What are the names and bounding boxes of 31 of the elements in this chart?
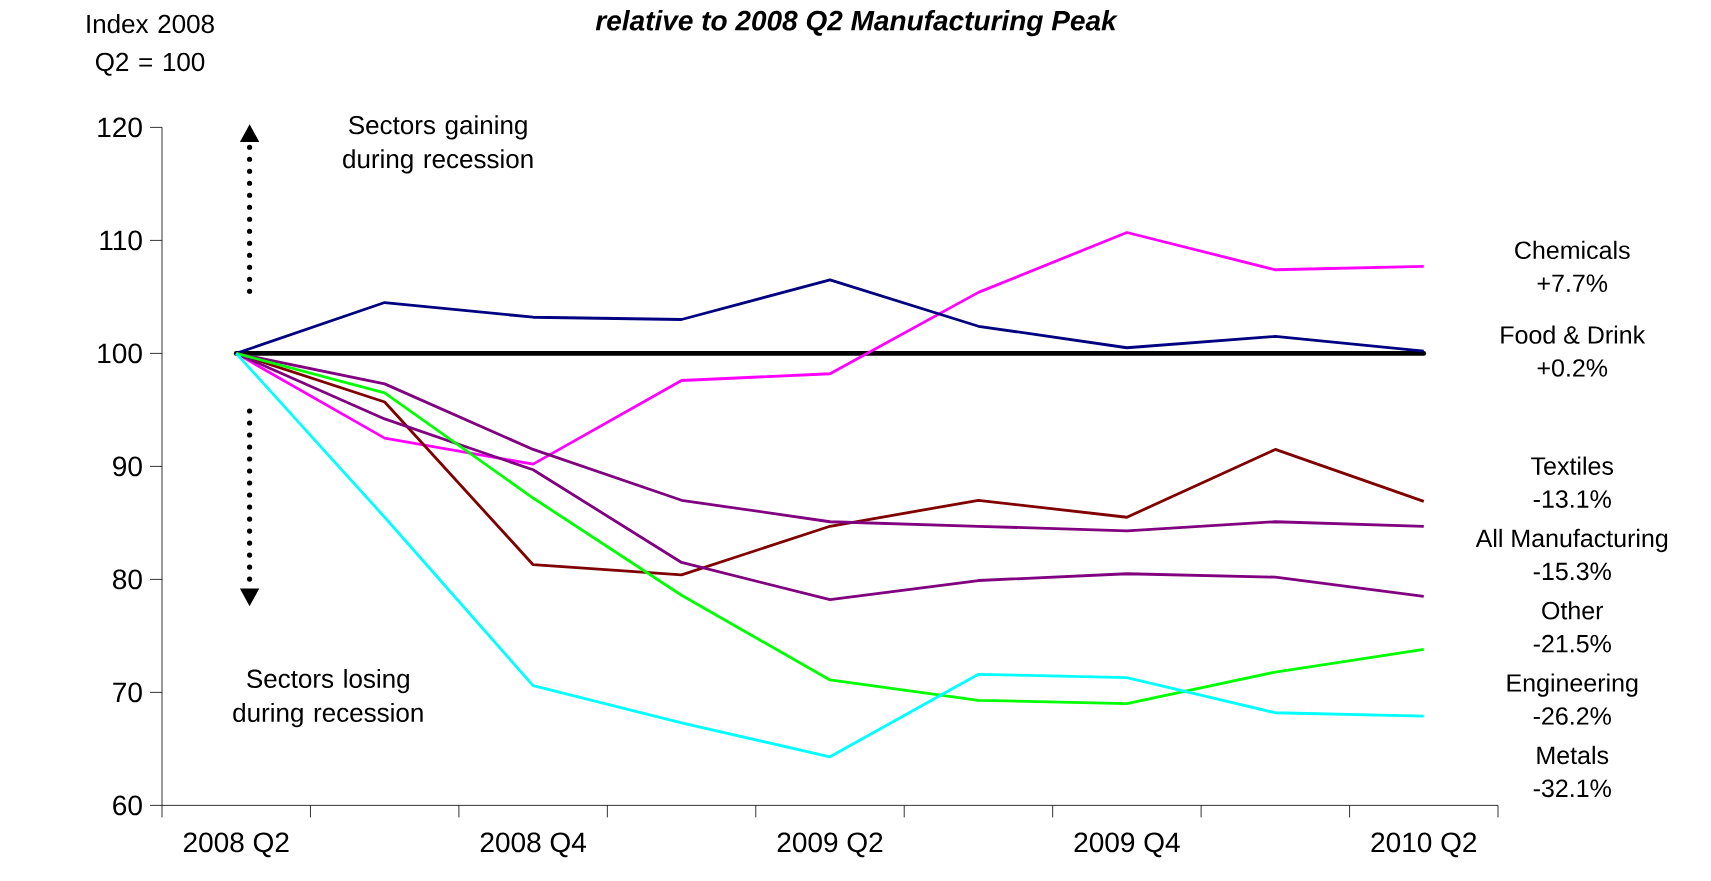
x-tick-label: 2008 Q2 [183, 832, 289, 858]
text: -15.3% [1533, 562, 1611, 581]
text: -21.5% [1533, 634, 1611, 653]
y-tick-label: 90 [113, 456, 142, 477]
annotation: Sectors gaining during recession [343, 115, 533, 174]
text: -13.1% [1533, 490, 1611, 508]
chart-title: relative to 2008 Q2 Manufacturing Peak [595, 10, 1118, 37]
text: -26.2% [1533, 707, 1611, 725]
y-tick-label: 70 [113, 682, 142, 703]
text: All Manufacturing [1475, 528, 1668, 553]
annotation: Sectors losing during recession [233, 668, 423, 728]
text: Metals [1537, 745, 1609, 765]
text: +0.2% [1537, 359, 1608, 377]
y-axis-title: Index 2008 Q2 = 100 [87, 14, 214, 76]
text: Textiles [1531, 456, 1614, 475]
x-tick-label: 2009 Q4 [1074, 832, 1180, 858]
text: Food & Drink [1501, 325, 1646, 344]
line-series [234, 278, 1426, 355]
x-tick-label: 2009 Q2 [777, 832, 883, 858]
y-tick-label: 120 [98, 117, 142, 138]
text: Chemicals [1515, 240, 1630, 260]
text: +7.7% [1537, 274, 1608, 293]
y-tick-label: 110 [100, 230, 142, 251]
text: Other [1542, 601, 1604, 620]
text: -32.1% [1533, 779, 1611, 798]
y-tick-label: 100 [98, 343, 142, 364]
y-tick-label: 60 [113, 795, 142, 816]
text: Engineering [1507, 673, 1638, 697]
x-tick-label: 2010 Q2 [1371, 832, 1477, 858]
y-tick-label: 80 [113, 569, 142, 590]
x-tick-label: 2008 Q4 [480, 832, 586, 858]
